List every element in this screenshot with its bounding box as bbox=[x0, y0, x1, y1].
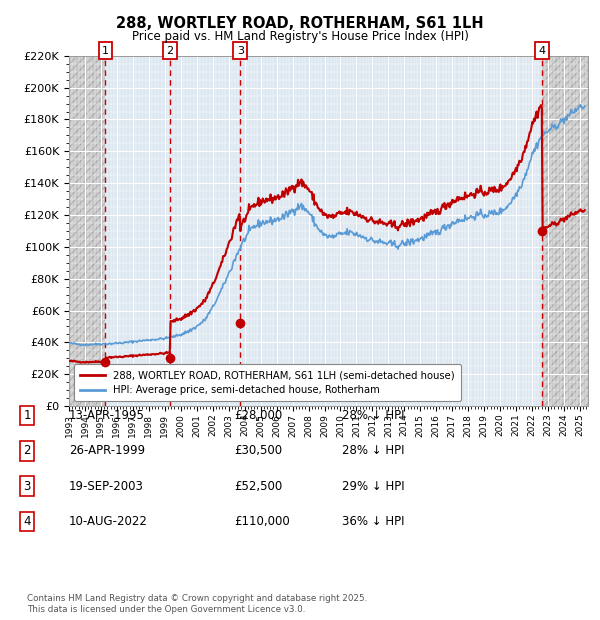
Text: Contains HM Land Registry data © Crown copyright and database right 2025.
This d: Contains HM Land Registry data © Crown c… bbox=[27, 595, 367, 614]
Text: 2: 2 bbox=[166, 46, 173, 56]
Text: 1: 1 bbox=[23, 409, 31, 422]
Text: 4: 4 bbox=[538, 46, 545, 56]
Bar bbox=[69, 56, 106, 406]
Text: 288, WORTLEY ROAD, ROTHERHAM, S61 1LH: 288, WORTLEY ROAD, ROTHERHAM, S61 1LH bbox=[116, 16, 484, 30]
Text: 28% ↓ HPI: 28% ↓ HPI bbox=[342, 409, 404, 422]
Text: 28% ↓ HPI: 28% ↓ HPI bbox=[342, 445, 404, 457]
Text: 2: 2 bbox=[23, 445, 31, 457]
Text: 29% ↓ HPI: 29% ↓ HPI bbox=[342, 480, 404, 492]
Text: 13-APR-1995: 13-APR-1995 bbox=[69, 409, 145, 422]
Legend: 288, WORTLEY ROAD, ROTHERHAM, S61 1LH (semi-detached house), HPI: Average price,: 288, WORTLEY ROAD, ROTHERHAM, S61 1LH (s… bbox=[74, 364, 461, 401]
Text: 19-SEP-2003: 19-SEP-2003 bbox=[69, 480, 144, 492]
Bar bbox=[542, 56, 588, 406]
Text: £30,500: £30,500 bbox=[234, 445, 282, 457]
Text: £52,500: £52,500 bbox=[234, 480, 282, 492]
Text: 26-APR-1999: 26-APR-1999 bbox=[69, 445, 145, 457]
Text: 3: 3 bbox=[236, 46, 244, 56]
Text: 3: 3 bbox=[23, 480, 31, 492]
Text: £110,000: £110,000 bbox=[234, 515, 290, 528]
Text: £28,000: £28,000 bbox=[234, 409, 282, 422]
Text: Price paid vs. HM Land Registry's House Price Index (HPI): Price paid vs. HM Land Registry's House … bbox=[131, 30, 469, 43]
Text: 36% ↓ HPI: 36% ↓ HPI bbox=[342, 515, 404, 528]
Text: 10-AUG-2022: 10-AUG-2022 bbox=[69, 515, 148, 528]
Text: 4: 4 bbox=[23, 515, 31, 528]
Text: 1: 1 bbox=[102, 46, 109, 56]
